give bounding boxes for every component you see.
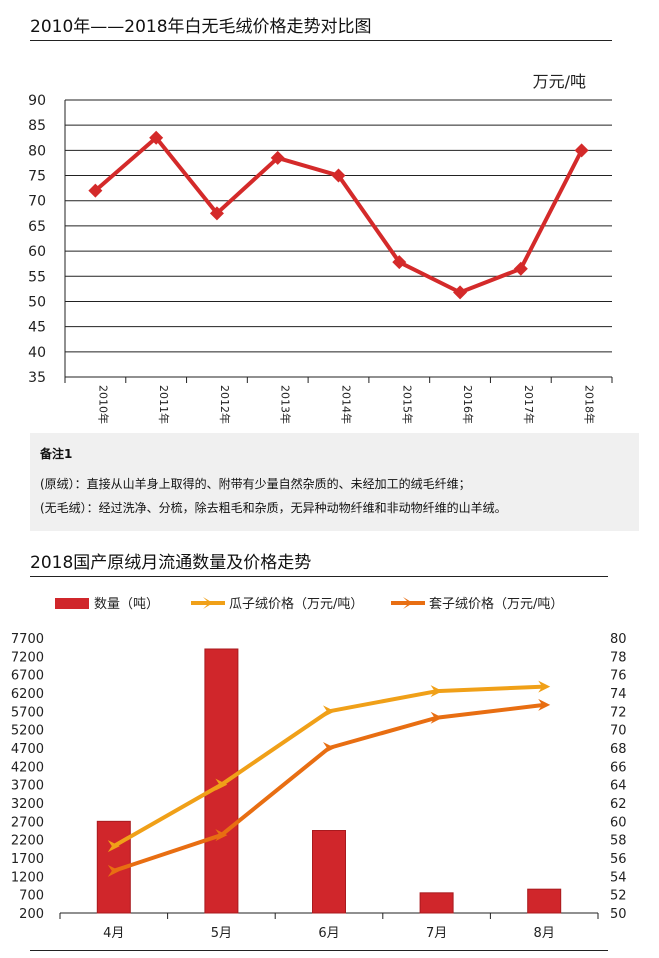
right-y-tick-label: 50 — [610, 907, 627, 922]
x-tick-label: 2017年 — [522, 385, 536, 424]
left-y-tick-label: 6700 — [11, 669, 44, 684]
right-y-tick-label: 56 — [610, 852, 627, 867]
legend-swatch-quantity — [55, 598, 89, 609]
x-tick-label: 2012年 — [218, 385, 232, 424]
y-tick-label: 85 — [28, 118, 46, 134]
y-tick-label: 50 — [28, 294, 46, 310]
volume-price-combo-chart: 数量（吨） 瓜子绒价格（万元/吨） 套子绒价格（万元/吨） 7700 7200 6700 6… — [11, 596, 627, 941]
note-heading: 备注1 — [40, 447, 73, 461]
left-y-tick-label: 3200 — [11, 797, 44, 812]
right-y-tick-label: 68 — [610, 742, 627, 757]
taozi-price-point — [215, 829, 228, 842]
left-y-tick-label: 1700 — [11, 852, 44, 867]
chart2-title-rule — [30, 576, 608, 577]
right-y-tick-label: 76 — [610, 669, 627, 684]
quantity-bar — [419, 892, 454, 914]
x-tick-label: 6月 — [318, 926, 339, 941]
guazi-price-point — [107, 840, 120, 853]
y-tick-label: 75 — [28, 169, 46, 185]
x-tick-label: 2015年 — [400, 385, 414, 424]
legend-marker-taozi — [403, 597, 413, 609]
right-y-tick-label: 60 — [610, 815, 627, 830]
bottom-rule — [30, 950, 608, 951]
right-y-tick-label: 62 — [610, 797, 627, 812]
legend-label-guazi: 瓜子绒价格（万元/吨） — [229, 596, 363, 612]
price-line-chart: 万元/吨 90 85 80 75 70 65 60 55 50 45 40 35 2010年 2011年 20… — [28, 72, 613, 424]
y-tick-label: 45 — [28, 320, 46, 336]
x-tick-label: 2018年 — [583, 385, 597, 424]
left-y-tick-label: 1200 — [11, 870, 44, 885]
taozi-price-point — [107, 864, 120, 877]
note-line-dehaired: (无毛绒）：经过洗净、分梳，除去粗毛和杂质，无异种动物纤维和非动物纤维的山羊绒。 — [40, 501, 507, 515]
left-y-tick-label: 4200 — [11, 760, 44, 775]
y-tick-label: 40 — [28, 345, 46, 361]
right-y-tick-label: 70 — [610, 724, 627, 739]
x-tick-label: 2016年 — [461, 385, 475, 424]
x-tick-label: 7月 — [426, 926, 447, 941]
quantity-bar — [204, 648, 239, 914]
price-point — [453, 285, 468, 300]
right-y-tick-label: 78 — [610, 650, 627, 665]
left-y-tick-label: 700 — [19, 889, 44, 904]
left-y-tick-label: 5200 — [11, 724, 44, 739]
taozi-price-point — [430, 711, 443, 724]
right-y-tick-label: 58 — [610, 834, 627, 849]
right-y-tick-label: 52 — [610, 889, 627, 904]
price-series-line — [94, 135, 584, 295]
x-tick-label: 2013年 — [279, 385, 293, 424]
price-point — [88, 183, 103, 198]
y-tick-label: 60 — [28, 244, 46, 260]
right-y-tick-label: 80 — [610, 632, 627, 647]
left-y-tick-label: 200 — [19, 907, 44, 922]
chart1-title: 2010年——2018年白无毛绒价格走势对比图 — [30, 17, 372, 37]
right-y-tick-label: 72 — [610, 705, 627, 720]
taozi-price-point — [538, 698, 551, 711]
guazi-price-point — [538, 680, 551, 693]
legend-label-quantity: 数量（吨） — [94, 597, 159, 612]
quantity-bar — [527, 888, 562, 914]
legend-label-taozi: 套子绒价格（万元/吨） — [429, 596, 563, 612]
right-y-tick-label: 74 — [610, 687, 627, 702]
y-tick-label: 70 — [28, 194, 46, 210]
price-point — [513, 261, 528, 276]
x-tick-label: 2011年 — [157, 385, 171, 424]
left-y-tick-label: 6200 — [11, 687, 44, 702]
unit-label: 万元/吨 — [533, 72, 586, 91]
x-tick-label: 4月 — [103, 926, 124, 941]
note-line-raw: (原绒）：直接从山羊身上取得的、附带有少量自然杂质的、未经加工的绒毛纤维； — [40, 477, 471, 491]
left-y-tick-label: 3700 — [11, 779, 44, 794]
chart2-title: 2018国产原绒月流通数量及价格走势 — [30, 553, 312, 573]
right-y-tick-label: 64 — [610, 779, 627, 794]
taozi-price-point — [323, 742, 335, 754]
y-tick-label: 55 — [28, 269, 46, 285]
left-y-tick-label: 4700 — [11, 742, 44, 757]
x-tick-label: 2010年 — [96, 385, 110, 424]
price-point — [209, 206, 224, 221]
guazi-price-point — [323, 705, 335, 718]
price-point — [331, 168, 346, 183]
x-tick-label: 5月 — [211, 926, 232, 941]
right-y-tick-label: 54 — [610, 870, 627, 885]
x-tick-label: 2014年 — [340, 385, 354, 424]
price-point — [270, 150, 285, 165]
y-tick-label: 65 — [28, 219, 46, 235]
y-tick-label: 80 — [28, 143, 46, 159]
note-box: 备注1 (原绒）：直接从山羊身上取得的、附带有少量自然杂质的、未经加工的绒毛纤维… — [30, 433, 639, 531]
legend-marker-guazi — [203, 597, 213, 609]
quantity-bar — [312, 830, 346, 914]
chart1-title-rule — [30, 40, 612, 41]
price-point — [574, 143, 589, 158]
x-tick-label: 8月 — [534, 926, 555, 941]
right-y-tick-label: 66 — [610, 760, 627, 775]
guazi-price-point — [215, 778, 228, 791]
left-y-tick-label: 7200 — [11, 650, 44, 665]
left-y-tick-label: 2200 — [11, 834, 44, 849]
left-y-tick-label: 7700 — [11, 632, 44, 647]
guazi-price-point — [430, 685, 443, 698]
y-tick-label: 35 — [28, 370, 46, 386]
left-y-tick-label: 2700 — [11, 815, 44, 830]
left-y-tick-label: 5700 — [11, 705, 44, 720]
price-point — [149, 130, 164, 145]
y-tick-label: 90 — [28, 93, 46, 109]
